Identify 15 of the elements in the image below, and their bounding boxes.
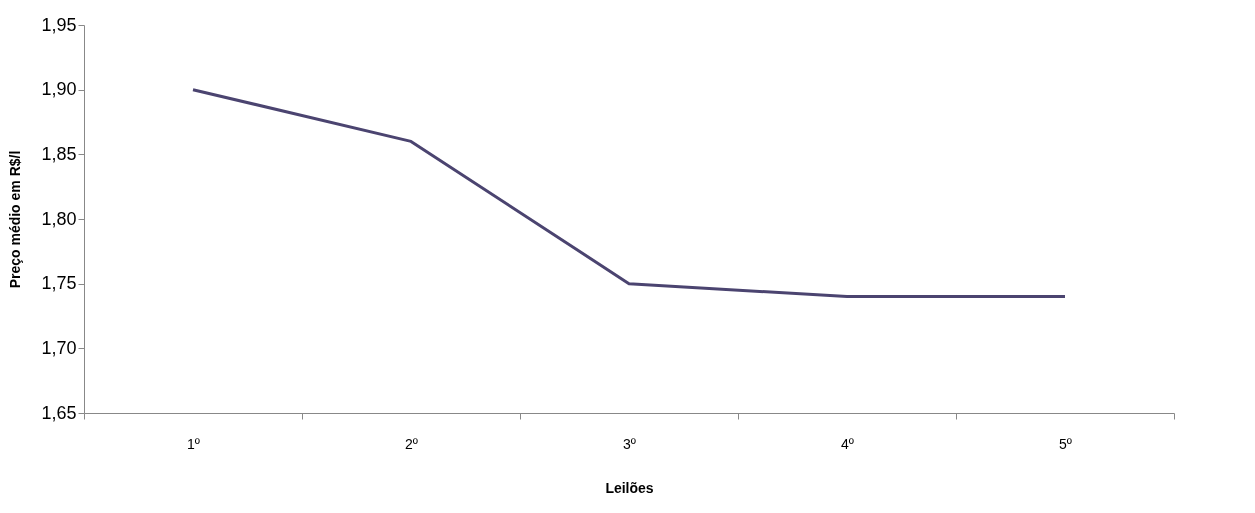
- x-tick-label: 4º: [841, 435, 854, 452]
- y-tick-label: 1,75: [41, 273, 77, 294]
- y-tick-label: 1,65: [41, 402, 77, 423]
- y-tick-label: 1,80: [41, 208, 77, 229]
- x-tick-label: 5º: [1059, 435, 1072, 452]
- y-tick-label: 1,85: [41, 143, 77, 164]
- x-axis-title: Leilões: [605, 479, 654, 496]
- line-series: [191, 88, 1067, 299]
- y-tick-label: 1,90: [41, 79, 77, 100]
- x-tick-label: 2º: [405, 435, 418, 452]
- y-tick-label: 1,95: [41, 14, 77, 35]
- x-tick-label: 3º: [623, 435, 636, 452]
- y-tick-label: 1,70: [41, 337, 77, 358]
- y-axis-title: Preço médio em R$/l: [7, 150, 24, 289]
- x-tick-label: 1º: [187, 435, 200, 452]
